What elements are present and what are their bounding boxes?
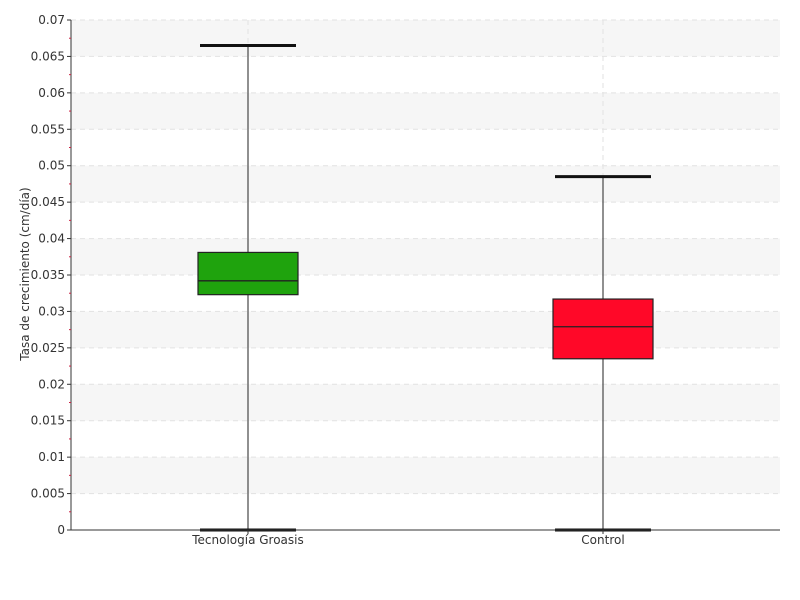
y-tick-label: 0.035 xyxy=(31,268,65,282)
grid-band xyxy=(71,238,780,275)
grid-band xyxy=(71,311,780,348)
grid-band xyxy=(71,20,780,57)
grid-band xyxy=(71,92,780,130)
y-axis-label: Tasa de crecimiento (cm/día) xyxy=(18,187,32,361)
x-axis-ticks: Tecnología Groasis Control xyxy=(191,530,625,547)
y-tick-label: 0.07 xyxy=(38,13,65,27)
y-tick-label: 0.04 xyxy=(38,232,65,246)
box-0 xyxy=(197,44,299,532)
x-tick-label: Tecnología Groasis xyxy=(191,533,304,547)
y-tick-label: 0.02 xyxy=(38,377,65,391)
y-tick-label: 0.045 xyxy=(31,195,65,209)
iqr-box xyxy=(197,251,299,296)
y-tick-label: 0.03 xyxy=(38,304,65,318)
grid-band xyxy=(71,384,780,421)
y-tick-label: 0.015 xyxy=(31,414,65,428)
x-tick-label: Control xyxy=(581,533,624,547)
y-tick-label: 0 xyxy=(57,523,65,537)
y-tick-label: 0.05 xyxy=(38,159,65,173)
grid-band xyxy=(71,457,780,494)
grid-band xyxy=(71,165,780,203)
iqr-box xyxy=(552,298,654,360)
y-tick-label: 0.065 xyxy=(31,49,65,63)
y-tick-label: 0.055 xyxy=(31,122,65,136)
y-tick-label: 0.01 xyxy=(38,450,65,464)
y-axis-ticks: 0 0.005 0.01 0.015 0.02 0.025 0.03 0.035 0.04 0.0… xyxy=(31,13,71,537)
grid-bands xyxy=(71,19,780,495)
y-tick-label: 0.06 xyxy=(38,86,65,100)
y-tick-label: 0.005 xyxy=(31,487,65,501)
y-tick-label: 0.025 xyxy=(31,341,65,355)
